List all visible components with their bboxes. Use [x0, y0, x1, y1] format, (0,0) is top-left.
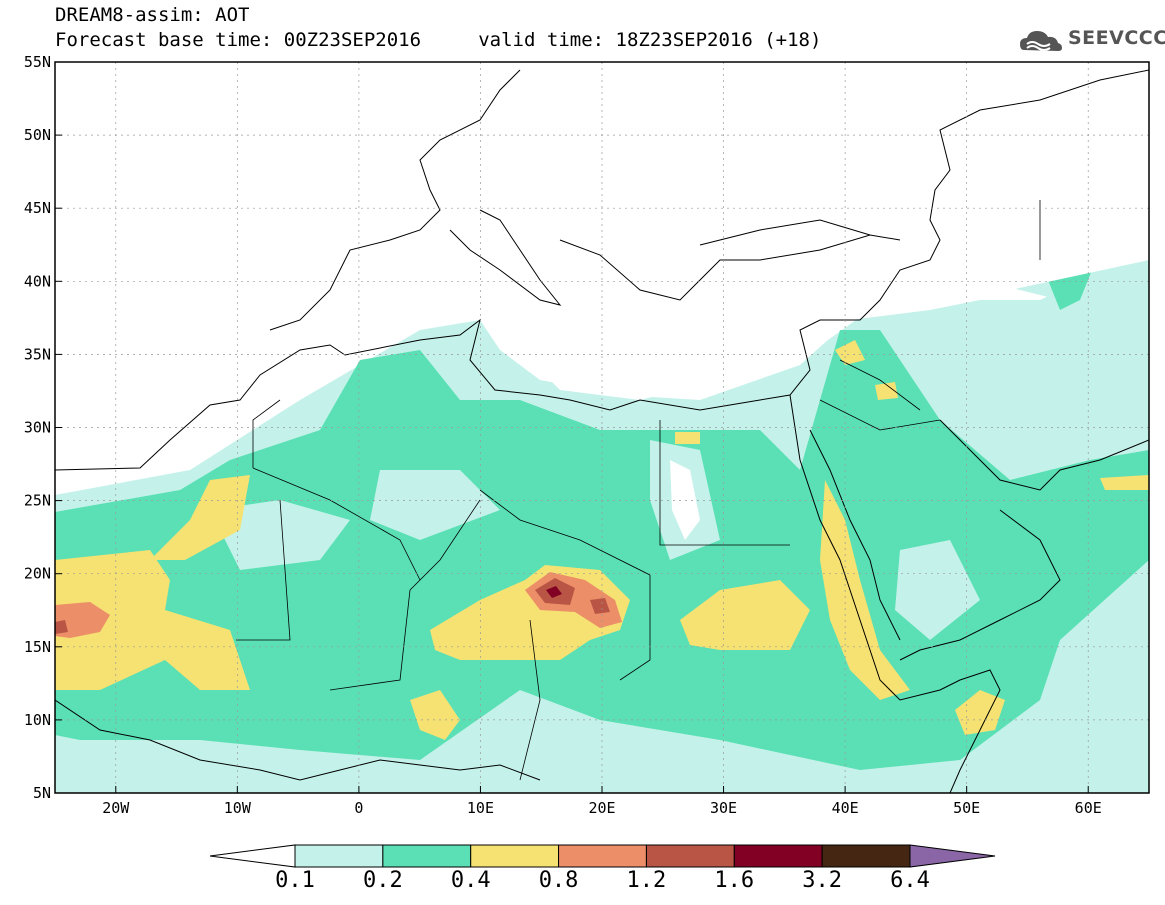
borders	[236, 200, 1041, 781]
colorbar-label: 6.4	[890, 868, 930, 893]
colorbar-box	[558, 844, 647, 868]
lon-tick-label: 0	[354, 799, 363, 817]
lat-axis: 55N 50N 45N 40N 35N 30N 25N 20N 15N 10N 5N	[24, 53, 62, 802]
colorbar-label: 1.6	[714, 868, 755, 893]
lat-tick-label: 35N	[24, 345, 51, 363]
lon-tick-label: 60E	[1075, 799, 1102, 817]
lon-tick-label: 10E	[467, 799, 494, 817]
lon-tick-label: 40E	[832, 799, 859, 817]
lat-tick-label: 20N	[24, 565, 51, 583]
seevccc-logo-icon	[1020, 31, 1062, 51]
lat-tick-label: 50N	[24, 126, 51, 144]
coastlines	[55, 69, 1149, 793]
lon-tick-label: 50E	[953, 799, 980, 817]
lon-tick-label: 20W	[102, 799, 130, 817]
colorbar	[209, 844, 996, 868]
lat-tick-label: 5N	[33, 784, 51, 802]
colorbar-box	[470, 844, 560, 868]
aot-layer-0.4	[55, 130, 1149, 740]
colorbar-box	[382, 844, 472, 868]
colorbar-label: 1.2	[626, 868, 667, 893]
colorbar-box	[733, 844, 823, 868]
colorbar-max-arrow	[909, 844, 996, 868]
lat-tick-label: 30N	[24, 419, 51, 437]
lat-tick-label: 10N	[24, 711, 51, 729]
lat-tick-label: 25N	[24, 492, 51, 510]
colorbar-box	[645, 844, 735, 868]
lat-tick-label: 15N	[24, 638, 51, 656]
gridlines	[55, 62, 1149, 793]
colorbar-min-arrow	[209, 844, 296, 868]
colorbar-label: 0.1	[275, 868, 315, 893]
map-title: DREAM8-assim: AOT	[55, 4, 250, 26]
lon-tick-label: 20E	[588, 799, 615, 817]
lat-tick-label: 55N	[24, 53, 51, 71]
colorbar-label: 0.4	[450, 868, 491, 893]
colorbar-label: 3.2	[802, 868, 843, 893]
lon-axis: 20W 10W 0 10E 20E 30E 40E 50E 60E	[102, 786, 1102, 817]
colorbar-label: 0.2	[362, 868, 403, 893]
lon-tick-label: 30E	[710, 799, 737, 817]
colorbar-label: 0.8	[538, 868, 579, 893]
colorbar-box	[294, 844, 384, 868]
lat-tick-label: 45N	[24, 199, 51, 217]
forecast-times: Forecast base time: 00Z23SEP2016 valid t…	[55, 29, 822, 51]
colorbar-box	[821, 844, 911, 868]
lon-tick-label: 10W	[224, 799, 252, 817]
logo-text: SEEVCCC	[1068, 27, 1165, 49]
lat-tick-label: 40N	[24, 272, 51, 290]
aot-layer-0.1-holes	[210, 360, 1149, 640]
aot-layer-1.6	[546, 586, 562, 598]
